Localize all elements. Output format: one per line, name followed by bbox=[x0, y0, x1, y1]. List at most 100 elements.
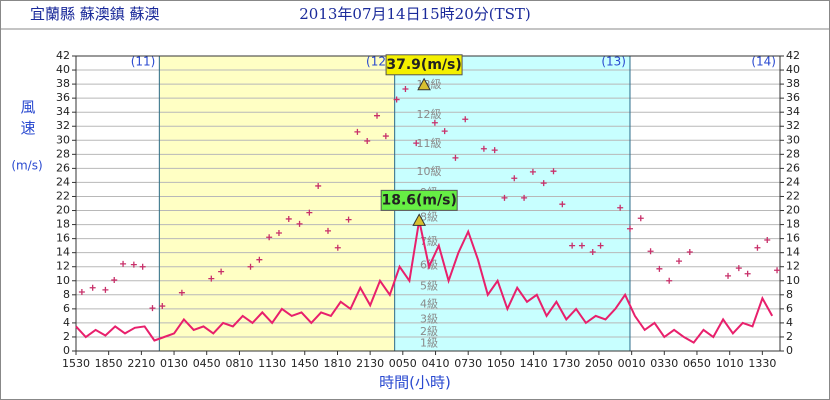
gust-marker bbox=[413, 140, 420, 147]
beaufort-level: 8級 bbox=[420, 211, 438, 224]
gust-marker bbox=[178, 289, 185, 296]
gust-marker bbox=[354, 128, 361, 135]
x-tick-label: 0810 bbox=[225, 357, 253, 370]
y2-tick-label: 18 bbox=[786, 218, 800, 231]
chart-subtitle: 2013年07月14日15時20分(TST) bbox=[299, 5, 531, 23]
y-tick-label: 30 bbox=[56, 133, 70, 146]
gust-marker bbox=[559, 201, 566, 208]
max-annotation-text: 18.6(m/s) bbox=[381, 192, 456, 208]
gust-marker bbox=[666, 277, 673, 284]
x-tick-label: 1850 bbox=[95, 357, 123, 370]
y-tick-label: 36 bbox=[56, 91, 70, 104]
gust-marker bbox=[686, 248, 693, 255]
x-tick-label: 0650 bbox=[683, 357, 711, 370]
x-tick-label: 2050 bbox=[585, 357, 613, 370]
y2-tick-label: 2 bbox=[786, 330, 793, 343]
beaufort-level: 3級 bbox=[420, 312, 438, 325]
y-tick-label: 40 bbox=[56, 63, 70, 76]
x-tick-label: 0050 bbox=[389, 357, 417, 370]
gust-marker bbox=[735, 265, 742, 272]
y2-tick-label: 8 bbox=[786, 288, 793, 301]
y-tick-label: 38 bbox=[56, 77, 70, 90]
beaufort-level: 2級 bbox=[420, 325, 438, 338]
beaufort-level: 4級 bbox=[420, 298, 438, 311]
gust-marker bbox=[393, 96, 400, 103]
gust-marker bbox=[382, 133, 389, 140]
gust-marker bbox=[569, 242, 576, 249]
x-tick-label: 0450 bbox=[193, 357, 221, 370]
gust-marker bbox=[266, 234, 273, 241]
gust-marker bbox=[159, 303, 166, 310]
gust-marker bbox=[111, 277, 118, 284]
y-tick-label: 22 bbox=[56, 189, 70, 202]
gust-marker bbox=[275, 230, 282, 236]
gust-marker bbox=[441, 128, 448, 135]
x-tick-label: 1410 bbox=[520, 357, 548, 370]
y2-tick-label: 14 bbox=[786, 246, 800, 259]
gust-marker bbox=[626, 225, 633, 232]
y-tick-label: 28 bbox=[56, 147, 70, 160]
gust-marker bbox=[597, 242, 604, 249]
gust-marker bbox=[315, 182, 322, 189]
gust-marker bbox=[754, 244, 761, 251]
y-tick-label: 4 bbox=[63, 316, 70, 329]
y-tick-label: 14 bbox=[56, 246, 70, 259]
beaufort-level: 12級 bbox=[416, 108, 441, 121]
gust-marker bbox=[491, 147, 498, 154]
wind-line bbox=[75, 220, 774, 344]
y-axis-label: 風速 bbox=[19, 99, 37, 141]
y-tick-label: 6 bbox=[63, 302, 70, 315]
gust-marker bbox=[130, 261, 137, 268]
y2-tick-label: 36 bbox=[786, 91, 800, 104]
gust-marker bbox=[550, 168, 557, 175]
y-tick-label: 26 bbox=[56, 161, 70, 174]
gust-marker bbox=[247, 263, 254, 270]
y-tick-label: 34 bbox=[56, 105, 70, 118]
gust-marker bbox=[462, 116, 469, 123]
y2-tick-label: 34 bbox=[786, 105, 800, 118]
gust-marker bbox=[102, 286, 109, 293]
max-annotation-box bbox=[385, 54, 463, 76]
gust-marker bbox=[540, 180, 547, 187]
x-tick-label: 1810 bbox=[323, 357, 351, 370]
chart-title: 宜蘭縣 蘇澳鎮 蘇澳 bbox=[30, 5, 160, 23]
beaufort-level: 10級 bbox=[416, 165, 441, 178]
gust-marker bbox=[374, 112, 381, 119]
gust-marker bbox=[364, 137, 371, 144]
gust-marker bbox=[529, 168, 536, 175]
day-label: (12) bbox=[366, 55, 391, 69]
day-label: (13) bbox=[601, 55, 626, 69]
y2-tick-label: 42 bbox=[786, 49, 800, 62]
gust-marker bbox=[285, 215, 292, 222]
y-tick-label: 18 bbox=[56, 218, 70, 231]
y2-tick-label: 24 bbox=[786, 175, 800, 188]
day-label: (14) bbox=[751, 55, 776, 69]
gust-marker bbox=[521, 194, 528, 201]
x-tick-label: 1530 bbox=[62, 357, 90, 370]
y2-tick-label: 10 bbox=[786, 274, 800, 287]
x-tick-label: 0730 bbox=[454, 357, 482, 370]
y2-tick-label: 12 bbox=[786, 260, 800, 273]
gust-marker bbox=[296, 220, 303, 227]
y2-tick-label: 30 bbox=[786, 133, 800, 146]
gust-marker bbox=[676, 258, 683, 265]
x-axis-label: 時間(小時) bbox=[379, 374, 451, 392]
day-label: (11) bbox=[131, 55, 156, 69]
x-tick-label: 1450 bbox=[291, 357, 319, 370]
gust-marker bbox=[120, 260, 127, 267]
y2-tick-label: 0 bbox=[786, 344, 793, 357]
max-annotation: 18.6(m/s) bbox=[380, 189, 458, 211]
y2-tick-label: 22 bbox=[786, 189, 800, 202]
gust-marker bbox=[78, 289, 85, 295]
gust-marker bbox=[725, 272, 732, 279]
y2-tick-label: 4 bbox=[786, 316, 793, 329]
max-annotation-text: 37.9(m/s) bbox=[386, 57, 461, 73]
y-tick-label: 16 bbox=[56, 232, 70, 245]
beaufort-level: 5級 bbox=[420, 279, 438, 292]
max-annotation: 37.9(m/s) bbox=[385, 54, 463, 76]
y2-tick-label: 28 bbox=[786, 147, 800, 160]
gust-marker bbox=[511, 175, 518, 182]
gust-marker bbox=[431, 119, 438, 126]
y-tick-label: 24 bbox=[56, 175, 70, 188]
